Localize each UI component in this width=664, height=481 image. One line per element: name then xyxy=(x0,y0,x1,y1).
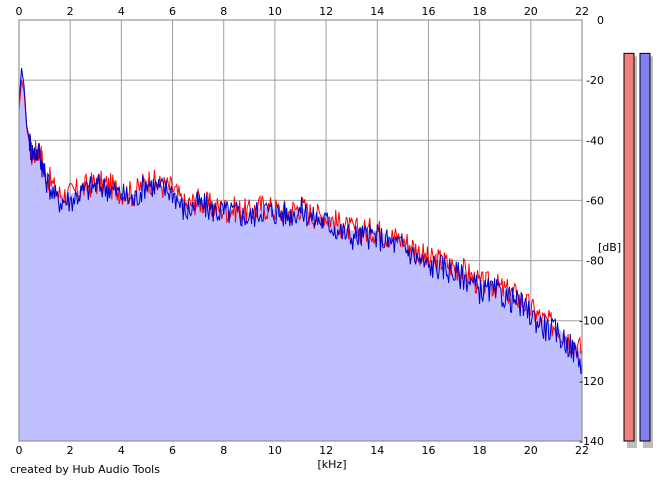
x-tick-label-top: 10 xyxy=(268,5,282,18)
x-tick-label-top: 18 xyxy=(473,5,487,18)
x-tick-label-bottom: 4 xyxy=(118,444,125,457)
x-tick-label-bottom: 16 xyxy=(421,444,435,457)
y-tick-label: -80 xyxy=(586,255,604,268)
level-meters xyxy=(623,52,653,448)
y-tick-label: -40 xyxy=(586,134,604,147)
x-tick-label-top: 0 xyxy=(16,5,23,18)
x-tick-label-bottom: 20 xyxy=(524,444,538,457)
y-axis-right-ticks: 0 -20 -40 -60 -80 -100 -120 -140 xyxy=(579,14,604,448)
x-tick-label-bottom: 22 xyxy=(575,444,589,457)
blue-channel-line xyxy=(18,68,583,374)
x-tick-label-bottom: 6 xyxy=(169,444,176,457)
x-tick-label-bottom: 12 xyxy=(319,444,333,457)
x-axis-bottom-ticks: 0 2 4 6 8 10 12 14 16 18 20 22 xyxy=(16,444,590,457)
x-tick-label-bottom: 8 xyxy=(220,444,227,457)
y-tick-label: -20 xyxy=(586,74,604,87)
x-tick-label-top: 6 xyxy=(169,5,176,18)
x-tick-label-top: 16 xyxy=(421,5,435,18)
spectrum-fill xyxy=(19,68,582,441)
x-tick-label-top: 12 xyxy=(319,5,333,18)
x-axis-label: [kHz] xyxy=(318,458,347,471)
x-tick-label-bottom: 10 xyxy=(268,444,282,457)
x-tick-label-top: 20 xyxy=(524,5,538,18)
x-tick-label-top: 8 xyxy=(220,5,227,18)
series-lines xyxy=(18,68,583,374)
x-tick-label-bottom: 14 xyxy=(370,444,384,457)
x-tick-label-bottom: 2 xyxy=(67,444,74,457)
spectrum-area xyxy=(19,68,582,441)
left-level-meter xyxy=(623,52,635,442)
y-tick-label: -140 xyxy=(579,435,604,448)
y-tick-label: -60 xyxy=(586,194,604,207)
y-tick-label: 0 xyxy=(597,14,604,27)
x-axis-top-ticks: 0 2 4 6 8 10 12 14 16 18 20 22 xyxy=(16,5,590,18)
x-tick-label-top: 22 xyxy=(575,5,589,18)
x-tick-label-top: 4 xyxy=(118,5,125,18)
right-level-meter xyxy=(639,52,651,442)
red-channel-line xyxy=(18,80,583,359)
x-tick-label-bottom: 0 xyxy=(16,444,23,457)
y-axis-label: [dB] xyxy=(598,241,621,254)
y-tick-label: -120 xyxy=(579,375,604,388)
plot-border xyxy=(18,19,583,442)
x-tick-label-bottom: 18 xyxy=(473,444,487,457)
x-tick-label-top: 14 xyxy=(370,5,384,18)
x-tick-label-top: 2 xyxy=(67,5,74,18)
credit-footer: created by Hub Audio Tools xyxy=(10,463,160,476)
y-tick-label: -100 xyxy=(579,315,604,328)
